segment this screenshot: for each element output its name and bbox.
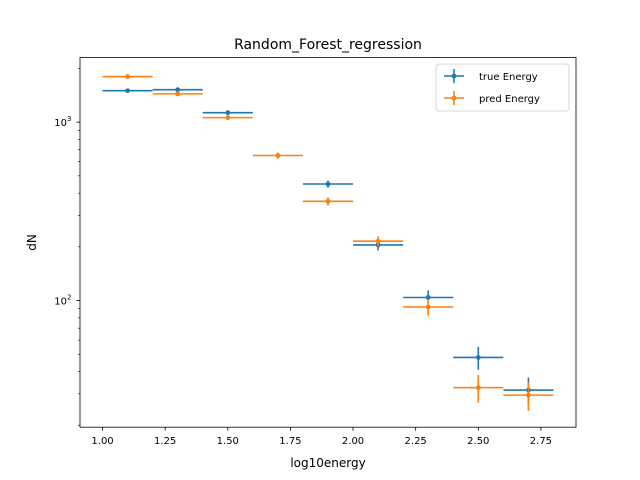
x-tick-label: 1.25: [154, 436, 176, 447]
x-tick-label: 2.50: [467, 436, 489, 447]
data-point: [325, 198, 331, 204]
y-tick-exponent: 2: [67, 294, 71, 302]
legend-label: pred Energy: [479, 94, 540, 105]
legend-label: true Energy: [479, 72, 538, 83]
legend: true Energy pred Energy: [435, 63, 570, 112]
data-point: [526, 392, 531, 398]
data-point: [275, 153, 281, 158]
data-point: [425, 295, 431, 300]
data-point: [475, 385, 481, 391]
plot-frame: [79, 57, 577, 428]
y-tick-exponent: 3: [67, 115, 71, 123]
x-tick-label: 2.25: [405, 436, 427, 447]
legend-item: pred Energy: [444, 91, 540, 105]
data-point: [375, 238, 381, 244]
x-tick-label: 1.50: [217, 436, 239, 447]
legend-marker-point: [451, 73, 457, 79]
x-axis: 1.00 1.25 1.50 1.75 2.00 2.25 2.50 2.75: [91, 427, 552, 447]
y-axis-label: dN: [25, 234, 39, 251]
x-tick-label: 2.00: [342, 436, 364, 447]
x-tick-label: 1.00: [91, 436, 113, 447]
data-point: [325, 181, 331, 187]
chart-title: Random_Forest_regression: [234, 37, 422, 53]
data-point: [225, 115, 231, 121]
y-tick-label: 10: [54, 118, 67, 129]
series-pred-energy: [102, 74, 554, 411]
x-tick-label: 1.75: [279, 436, 301, 447]
data-point: [125, 88, 130, 94]
x-axis-label: log10energy: [290, 456, 365, 470]
data-point: [225, 110, 231, 116]
plot-area: [102, 74, 554, 411]
legend-marker-point: [451, 95, 457, 101]
legend-item: true Energy: [444, 69, 538, 83]
legend-box: [435, 63, 570, 112]
data-point: [175, 87, 181, 93]
data-point: [475, 355, 481, 360]
data-point: [125, 74, 130, 79]
x-tick-label: 2.75: [530, 436, 552, 447]
data-point: [175, 91, 181, 97]
y-tick-label: 10: [54, 297, 67, 308]
data-point: [425, 304, 431, 310]
series-true-energy: [102, 87, 554, 405]
